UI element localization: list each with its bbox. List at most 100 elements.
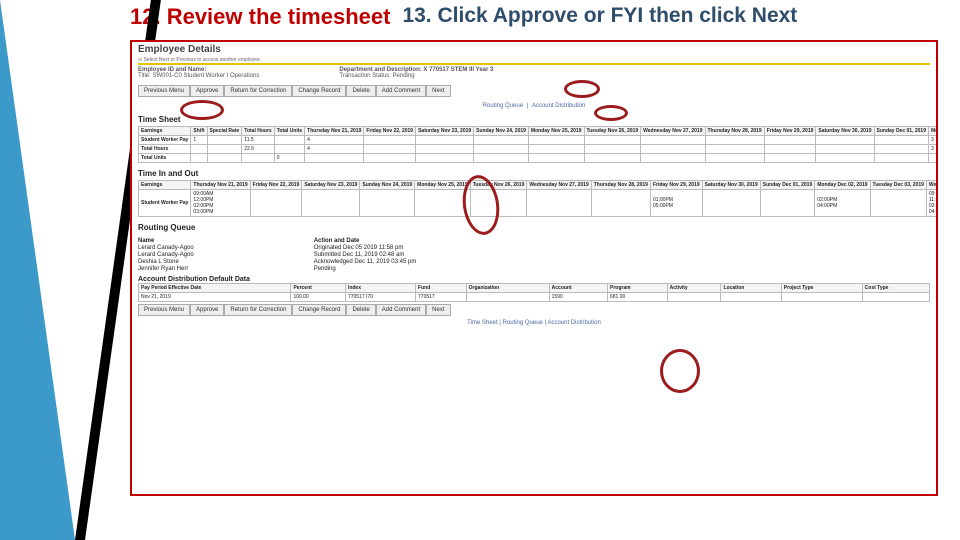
tio-cell: [415, 190, 471, 217]
ts-col-header: Total Hours: [242, 127, 274, 136]
ts-cell: [641, 136, 705, 145]
footer-timesheet-link[interactable]: Time Sheet: [467, 320, 497, 326]
tio-col-header: Saturday Nov 23, 2019: [302, 181, 360, 190]
tio-col-header: Monday Dec 02, 2019: [815, 181, 870, 190]
previous-menu-button-2[interactable]: Previous Menu: [138, 304, 190, 316]
ts-cell: [416, 154, 474, 163]
change-record-button-2[interactable]: Change Record: [292, 304, 346, 316]
ts-cell: [416, 136, 474, 145]
routing-action-1: Submitted Dec 11, 2019 02:48 am: [314, 252, 417, 258]
tio-cell: [591, 190, 650, 217]
toolbar-bottom: Previous Menu Approve Return for Correct…: [132, 302, 936, 318]
ts-cell: [528, 136, 584, 145]
ts-col-header: Earnings: [139, 127, 191, 136]
ts-col-header: Friday Nov 29, 2019: [764, 127, 816, 136]
ts-cell: 4: [305, 136, 364, 145]
tio-col-header: Tuesday Dec 03, 2019: [870, 181, 926, 190]
routing-name-1: Lerard Canady-Agoo: [138, 252, 194, 258]
ts-row-label: Student Worker Pay: [139, 136, 191, 145]
ts-col-header: Sunday Dec 01, 2019: [874, 127, 928, 136]
acct-col-header: Activity: [667, 284, 721, 293]
tio-cell: [360, 190, 415, 217]
acct-cell: 1590: [549, 293, 607, 302]
ts-cell: [191, 154, 207, 163]
timesheet-title: Time Sheet: [132, 113, 936, 126]
routing-queue-link[interactable]: Routing Queue: [483, 103, 523, 109]
change-record-button[interactable]: Change Record: [292, 85, 346, 97]
ts-cell: [705, 145, 764, 154]
ts-cell: [641, 145, 705, 154]
approve-button[interactable]: Approve: [190, 85, 224, 97]
ts-cell: 0: [274, 154, 304, 163]
ts-cell: [764, 136, 816, 145]
ts-cell: [207, 136, 242, 145]
ts-cell: [364, 145, 416, 154]
ts-cell: [816, 136, 874, 145]
footer-routing-link[interactable]: Routing Queue: [503, 320, 543, 326]
acct-col-header: Pay Period Effective Date: [139, 284, 291, 293]
ts-cell: [764, 145, 816, 154]
delete-button-2[interactable]: Delete: [346, 304, 375, 316]
next-button[interactable]: Next: [426, 85, 450, 97]
delete-button[interactable]: Delete: [346, 85, 375, 97]
account-dist-title: Account Distribution Default Data: [138, 276, 930, 283]
step-13-heading: 13. Click Approve or FYI then click Next: [402, 4, 797, 30]
footer-account-link[interactable]: Account Distribution: [547, 320, 600, 326]
account-dist-link[interactable]: Account Distribution: [532, 103, 585, 109]
acct-cell: [721, 293, 781, 302]
tio-cell: 01:00PM 05:00PM: [650, 190, 702, 217]
ts-cell: [816, 154, 874, 163]
routing-name-0: Lerard Canady-Agoo: [138, 245, 194, 251]
ts-cell: [207, 154, 242, 163]
return-correction-button[interactable]: Return for Correction: [224, 85, 292, 97]
ts-col-header: Sunday Nov 24, 2019: [474, 127, 529, 136]
tio-cell: [760, 190, 814, 217]
acct-cell: [781, 293, 862, 302]
return-correction-button-2[interactable]: Return for Correction: [224, 304, 292, 316]
ts-cell: [874, 145, 928, 154]
routing-name-2: Deshia L Stone: [138, 259, 194, 265]
ts-col-header: Saturday Nov 30, 2019: [816, 127, 874, 136]
toolbar-top: Previous Menu Approve Return for Correct…: [132, 83, 936, 99]
ts-cell: [528, 154, 584, 163]
routing-name-hdr: Name: [138, 238, 194, 244]
step-12-heading: 12. Review the timesheet: [130, 4, 390, 30]
acct-col-header: Fund: [416, 284, 467, 293]
acct-cell: Nov 21, 2019: [139, 293, 291, 302]
tio-cell: [527, 190, 591, 217]
acct-cell: [667, 293, 721, 302]
page-title: Employee Details: [132, 42, 936, 57]
tio-cell: [470, 190, 527, 217]
ts-cell: [191, 145, 207, 154]
tio-col-header: Sunday Nov 24, 2019: [360, 181, 415, 190]
ts-cell: 1: [191, 136, 207, 145]
tio-col-header: Friday Nov 29, 2019: [650, 181, 702, 190]
ts-cell: [874, 136, 928, 145]
acct-cell: 681 00: [608, 293, 668, 302]
acct-col-header: Account: [549, 284, 607, 293]
ts-cell: [274, 136, 304, 145]
ts-cell: [474, 154, 529, 163]
ts-cell: [274, 145, 304, 154]
ts-cell: [584, 145, 641, 154]
ts-col-header: Wednesday Nov 27, 2019: [641, 127, 705, 136]
ts-cell: [584, 136, 641, 145]
tio-cell: [702, 190, 760, 217]
ts-cell: 11.5: [242, 136, 274, 145]
routing-name-3: Jennifer Ryan Herr: [138, 266, 194, 272]
add-comment-button-2[interactable]: Add Comment: [376, 304, 426, 316]
previous-menu-button[interactable]: Previous Menu: [138, 85, 190, 97]
tio-col-header: Wednesday Nov 27, 2019: [527, 181, 591, 190]
add-comment-button[interactable]: Add Comment: [376, 85, 426, 97]
routing-title: Routing Queue: [132, 221, 936, 234]
ts-cell: [305, 154, 364, 163]
routing-action-hdr: Action and Date: [314, 238, 417, 244]
ts-cell: [416, 145, 474, 154]
routing-action-0: Originated Dec 05 2019 11:58 pm: [314, 245, 417, 251]
tio-col-header: Wednesday Dec 04, 2019: [926, 181, 936, 190]
next-button-2[interactable]: Next: [426, 304, 450, 316]
approve-button-2[interactable]: Approve: [190, 304, 224, 316]
account-dist-table: Pay Period Effective DatePercentIndexFun…: [138, 283, 930, 302]
ts-col-header: Saturday Nov 23, 2019: [416, 127, 474, 136]
ts-col-header: Shift: [191, 127, 207, 136]
